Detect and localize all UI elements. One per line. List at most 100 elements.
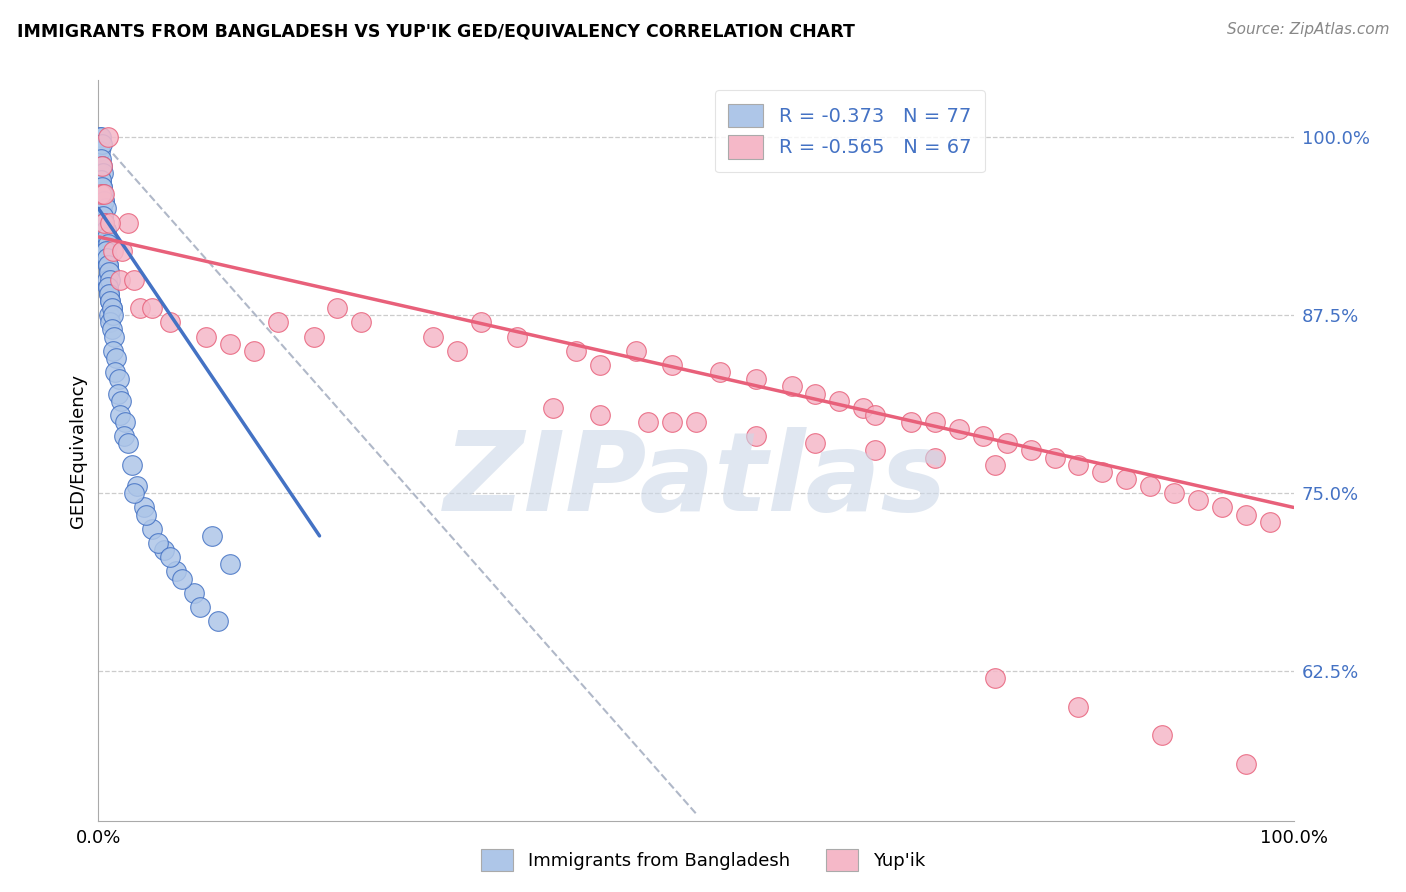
Point: [1234, 508, 1257, 522]
Y-axis label: GED/Equivalency: GED/Equivalency: [69, 374, 87, 527]
Point: [124, 272, 146, 286]
Point: [350, 315, 373, 329]
Point: [302, 329, 325, 343]
Point: [93, 187, 115, 202]
Point: [972, 429, 994, 443]
Point: [165, 565, 187, 579]
Point: [98, 315, 122, 329]
Point: [626, 343, 648, 358]
Point: [637, 415, 659, 429]
Point: [90, 173, 112, 187]
Point: [97, 258, 120, 272]
Point: [94, 223, 117, 237]
Point: [159, 315, 181, 329]
Point: [93, 216, 115, 230]
Point: [172, 572, 194, 586]
Point: [100, 322, 122, 336]
Point: [1043, 450, 1066, 465]
Point: [93, 194, 115, 209]
Point: [94, 244, 117, 259]
Point: [1067, 699, 1090, 714]
Point: [105, 351, 128, 365]
Point: [97, 279, 120, 293]
Point: [98, 265, 121, 279]
Point: [780, 379, 803, 393]
Point: [101, 343, 124, 358]
Point: [91, 202, 114, 216]
Point: [98, 308, 121, 322]
Point: [101, 308, 124, 322]
Point: [98, 272, 122, 286]
Point: [91, 159, 114, 173]
Point: [709, 365, 731, 379]
Point: [207, 615, 229, 629]
Point: [97, 279, 120, 293]
Point: [924, 450, 946, 465]
Point: [98, 216, 122, 230]
Point: [828, 393, 851, 408]
Point: [111, 244, 134, 259]
Point: [107, 372, 129, 386]
Point: [446, 343, 468, 358]
Point: [112, 429, 135, 443]
Point: [97, 130, 120, 145]
Point: [219, 336, 242, 351]
Point: [141, 522, 163, 536]
Point: [93, 237, 115, 252]
Point: [114, 415, 136, 429]
Point: [91, 166, 114, 180]
Point: [98, 293, 122, 308]
Point: [98, 286, 121, 301]
Point: [900, 415, 922, 429]
Point: [1115, 472, 1137, 486]
Point: [188, 600, 211, 615]
Text: IMMIGRANTS FROM BANGLADESH VS YUP'IK GED/EQUIVALENCY CORRELATION CHART: IMMIGRANTS FROM BANGLADESH VS YUP'IK GED…: [17, 22, 855, 40]
Point: [589, 358, 612, 372]
Point: [661, 415, 683, 429]
Point: [91, 209, 114, 223]
Text: ZIPatlas: ZIPatlas: [444, 426, 948, 533]
Point: [1067, 458, 1090, 472]
Point: [107, 386, 129, 401]
Point: [1139, 479, 1161, 493]
Point: [100, 301, 122, 315]
Point: [267, 315, 290, 329]
Point: [94, 223, 117, 237]
Point: [1187, 493, 1209, 508]
Point: [995, 436, 1018, 450]
Legend: Immigrants from Bangladesh, Yup'ik: Immigrants from Bangladesh, Yup'ik: [474, 842, 932, 879]
Point: [91, 137, 114, 152]
Point: [159, 550, 181, 565]
Point: [1152, 728, 1174, 742]
Point: [90, 173, 112, 187]
Point: [91, 180, 114, 194]
Point: [219, 558, 242, 572]
Point: [201, 529, 224, 543]
Point: [93, 216, 115, 230]
Text: Source: ZipAtlas.com: Source: ZipAtlas.com: [1226, 22, 1389, 37]
Point: [117, 436, 139, 450]
Point: [470, 315, 492, 329]
Point: [1211, 500, 1233, 515]
Point: [661, 358, 683, 372]
Point: [422, 329, 444, 343]
Point: [94, 244, 117, 259]
Point: [541, 401, 564, 415]
Point: [90, 130, 112, 145]
Point: [804, 386, 827, 401]
Point: [326, 301, 349, 315]
Point: [124, 486, 146, 500]
Point: [129, 301, 152, 315]
Point: [243, 343, 266, 358]
Point: [98, 265, 121, 279]
Point: [91, 209, 114, 223]
Point: [865, 408, 887, 422]
Point: [98, 286, 121, 301]
Point: [984, 671, 1007, 685]
Point: [565, 343, 588, 358]
Point: [98, 293, 122, 308]
Point: [865, 443, 887, 458]
Point: [948, 422, 970, 436]
Point: [1091, 465, 1114, 479]
Point: [121, 458, 143, 472]
